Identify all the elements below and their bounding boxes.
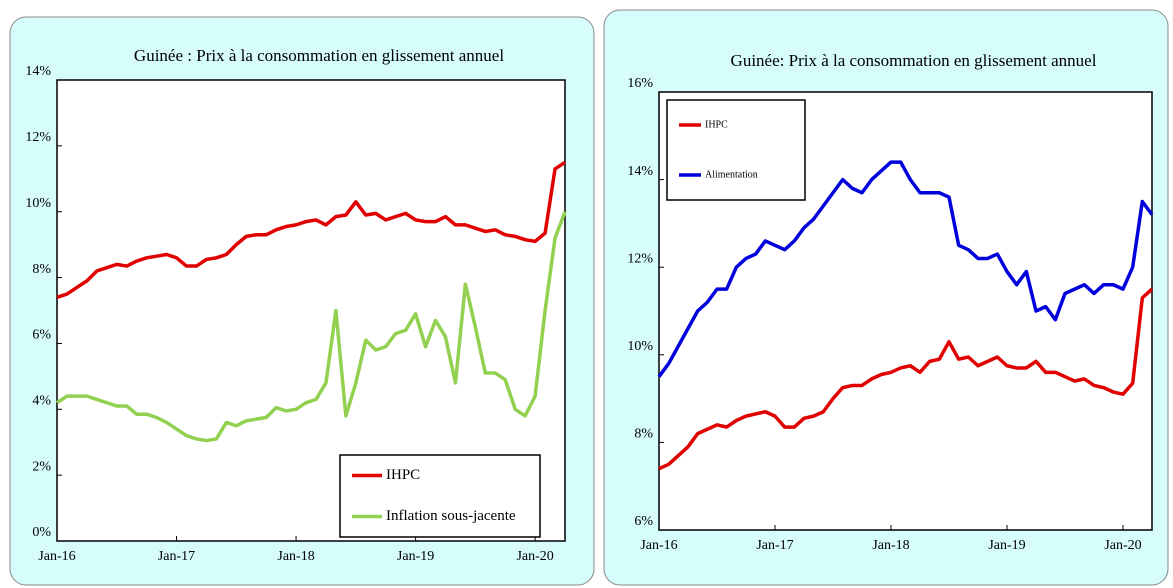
legend-box [339,454,541,538]
legend-box [666,99,806,201]
y-tick-label: 6% [634,514,653,529]
chart-title: Guinée: Prix à la consommation en glisse… [731,51,1097,70]
y-tick-label: 2% [32,459,51,474]
series-line [56,211,567,443]
x-tick-label: Jan-19 [988,538,1025,553]
series-line [658,287,1154,471]
y-tick-label: 10% [25,196,51,211]
y-tick-label: 4% [32,394,51,409]
x-tick-label: Jan-16 [640,538,677,553]
legend-label: Inflation sous-jacente [386,508,516,524]
y-tick-label: 14% [25,64,51,79]
x-tick-label: Jan-18 [872,538,909,553]
y-tick-label: 8% [634,427,653,442]
y-tick-label: 14% [627,164,653,179]
series-line [56,160,566,299]
series-line [657,160,1154,378]
y-tick-label: 10% [627,339,653,354]
y-tick-label: 0% [32,525,51,540]
x-tick-label: Jan-17 [756,538,793,553]
x-tick-label: Jan-20 [1104,538,1141,553]
x-tick-label: Jan-19 [397,549,434,564]
y-tick-label: 6% [32,328,51,343]
x-tick-label: Jan-16 [38,549,75,564]
legend-label: IHPC [386,467,420,483]
chart-title: Guinée : Prix à la consommation en gliss… [134,46,504,65]
x-tick-label: Jan-18 [277,549,314,564]
legend-label: IHPC [705,119,728,130]
x-tick-label: Jan-17 [158,549,195,564]
legend-label: Alimentation [705,169,758,180]
x-tick-label: Jan-20 [516,549,553,564]
y-tick-label: 12% [25,130,51,145]
y-tick-label: 8% [32,262,51,277]
y-tick-label: 12% [627,251,653,266]
y-tick-label: 16% [627,76,653,91]
